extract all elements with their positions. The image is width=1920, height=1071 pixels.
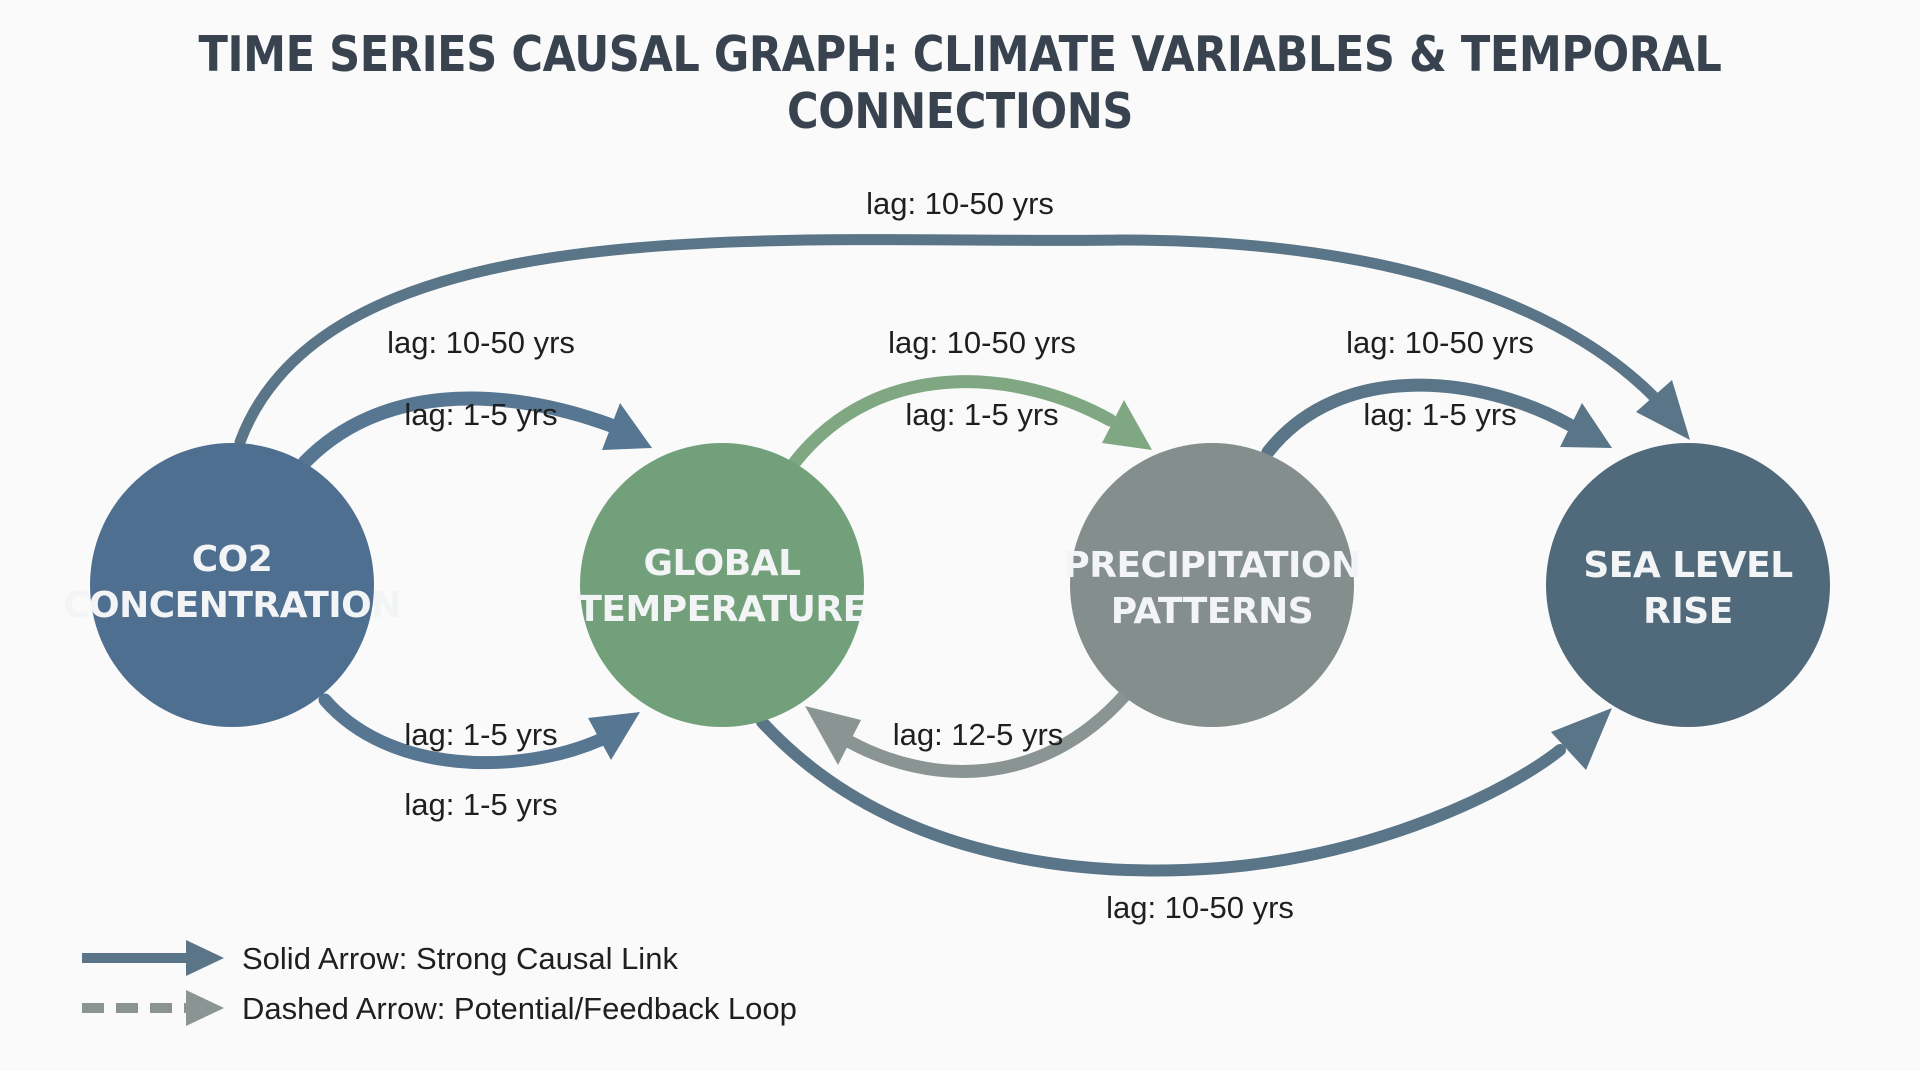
node-precipitation-label-line2: PATTERNS (1111, 591, 1313, 632)
lag-label-temp-precip-outer: lag: 10-50 yrs (888, 325, 1076, 360)
node-temperature-circle (580, 443, 864, 727)
node-precipitation-circle (1070, 443, 1354, 727)
edge-co2-to-temperature-top (298, 391, 617, 469)
lag-label-precip-sea-outer: lag: 10-50 yrs (1346, 325, 1534, 360)
page-title: TIME SERIES CAUSAL GRAPH: CLIMATE VARIAB… (198, 26, 1722, 140)
lag-label-co2-temp-bottom-upper: lag: 1-5 yrs (404, 717, 557, 752)
node-co2-circle (90, 443, 374, 727)
node-precipitation-patterns: PRECIPITATION PATTERNS (1063, 443, 1361, 727)
lag-label-co2-sea-top: lag: 10-50 yrs (866, 186, 1054, 221)
arrowhead-sea-level-bottom (1551, 708, 1612, 770)
node-co2-label-line2: CONCENTRATION (63, 585, 401, 626)
node-precipitation-label-line1: PRECIPITATION (1063, 545, 1360, 586)
node-sea-level-label-line2: RISE (1643, 591, 1733, 632)
arrowhead-precipitation-top (1102, 400, 1152, 450)
node-sea-level-rise: SEA LEVEL RISE (1546, 443, 1830, 727)
arrowhead-sea-level-mid (1560, 403, 1612, 448)
arrowhead-temperature-bottom (588, 712, 640, 760)
lag-label-co2-temp-top-outer: lag: 10-50 yrs (387, 325, 575, 360)
lag-label-precip-temp-feedback: lag: 12-5 yrs (893, 717, 1064, 752)
legend-solid-label: Solid Arrow: Strong Causal Link (242, 941, 678, 976)
node-sea-level-circle (1546, 443, 1830, 727)
lag-label-temp-sea-bottom: lag: 10-50 yrs (1106, 890, 1294, 925)
node-temperature-label-line2: TEMPERATURE (577, 589, 866, 630)
node-sea-level-label-line1: SEA LEVEL (1583, 545, 1792, 586)
arrowhead-temperature-feedback (805, 706, 861, 765)
lag-label-precip-sea-inner: lag: 1-5 yrs (1363, 397, 1516, 432)
arrowhead-temperature-top (602, 403, 652, 450)
legend-dashed-label: Dashed Arrow: Potential/Feedback Loop (242, 991, 797, 1026)
node-global-temperature: GLOBAL TEMPERATURE (577, 443, 867, 727)
node-co2-concentration: CO2 CONCENTRATION (63, 443, 401, 727)
legend-dashed-arrow-icon (82, 990, 224, 1026)
lag-label-temp-precip-inner: lag: 1-5 yrs (905, 397, 1058, 432)
node-co2-label-line1: CO2 (192, 539, 273, 580)
edge-co2-to-sea-level-top (234, 234, 1663, 448)
arrowhead-sea-level-top (1636, 380, 1690, 440)
edge-temperature-to-sea-level-bottom (756, 716, 1566, 877)
edge-precipitation-to-temperature-feedback (843, 688, 1132, 778)
legend: Solid Arrow: Strong Causal Link Dashed A… (82, 940, 797, 1026)
lag-label-co2-temp-bottom-lower: lag: 1-5 yrs (404, 787, 557, 822)
edge-temperature-to-precipitation (788, 375, 1117, 469)
lag-label-co2-temp-top-inner: lag: 1-5 yrs (404, 397, 557, 432)
legend-solid-arrow-icon (82, 940, 224, 976)
edge-precipitation-to-sea-level-top (1261, 378, 1577, 459)
node-temperature-label-line1: GLOBAL (643, 543, 800, 584)
edge-co2-to-temperature-bottom (318, 693, 607, 770)
